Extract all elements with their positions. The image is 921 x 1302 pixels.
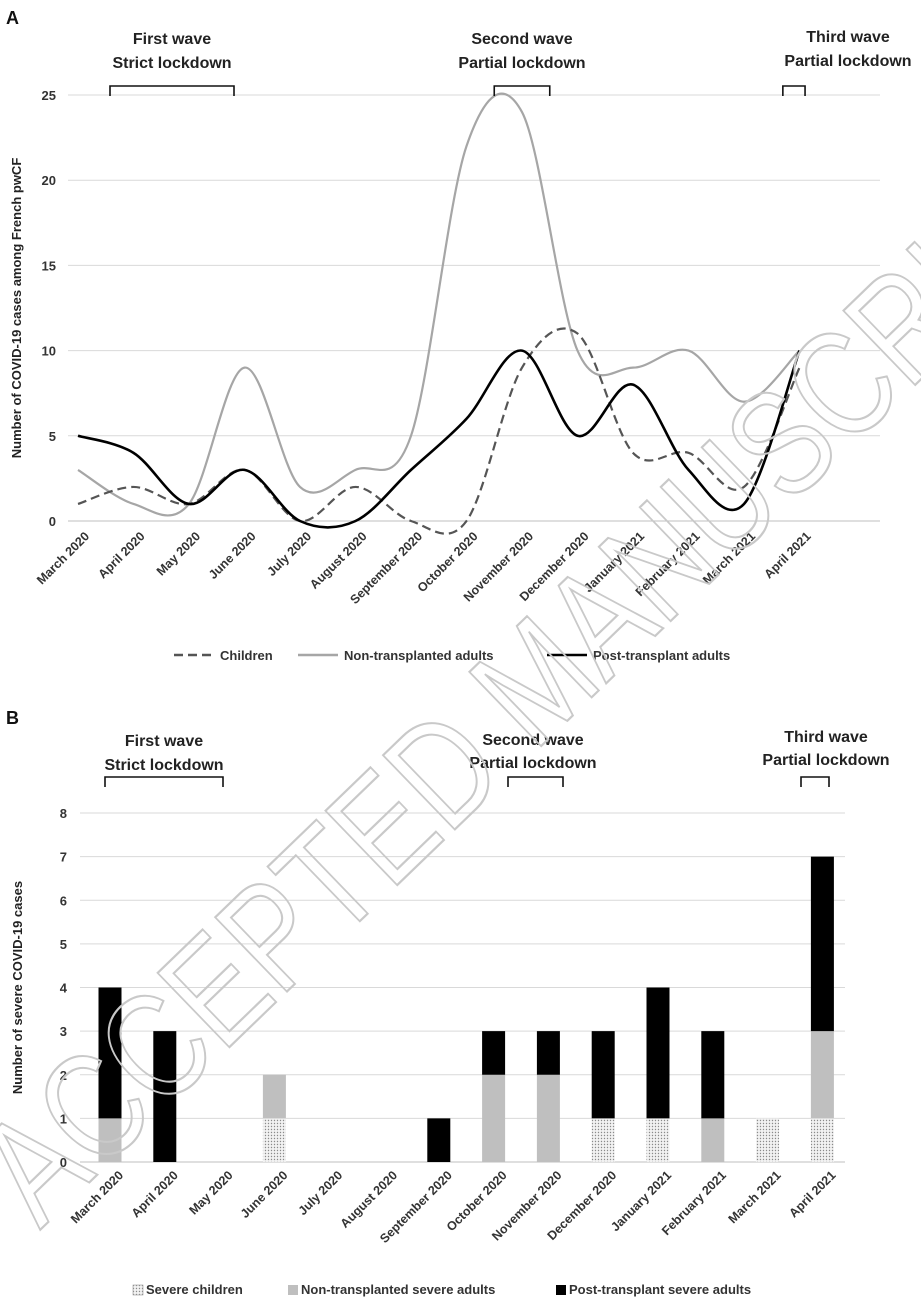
legend-label: Post-transplant adults (593, 648, 730, 663)
wave-title: Second wave (471, 31, 572, 48)
wave-subtitle: Strict lockdown (112, 55, 231, 72)
series-line-children (77, 327, 801, 535)
y-tick-label: 20 (42, 173, 56, 188)
wave-title: First wave (133, 31, 211, 48)
bar-segment (153, 1031, 177, 1162)
y-tick-label: 25 (42, 88, 56, 103)
wave-title: First wave (125, 733, 203, 750)
wave-bracket (800, 776, 830, 787)
bar-segment (810, 1031, 834, 1119)
bar-segment (482, 1031, 506, 1075)
x-tick-label: April 2020 (95, 529, 147, 581)
legend-label: Non-transplanted adults (344, 648, 494, 663)
y-tick-label: 6 (60, 893, 67, 908)
bar-segment (482, 1074, 506, 1162)
x-tick-label: May 2020 (187, 1168, 236, 1217)
y-tick-label: 4 (60, 981, 68, 996)
legend-label: Children (220, 648, 273, 663)
wave-title: Third wave (784, 729, 868, 746)
wave-subtitle: Partial lockdown (784, 53, 911, 70)
x-tick-label: July 2020 (264, 529, 314, 579)
bar-segment (536, 1031, 560, 1075)
x-tick-label: August 2020 (307, 529, 369, 591)
x-tick-label: May 2020 (154, 529, 203, 578)
y-tick-label: 7 (60, 850, 67, 865)
bar-segment (591, 1118, 615, 1162)
watermark: ACCEPTED MANUSCRIPT (0, 103, 921, 1254)
y-axis-label: Number of severe COVID-19 cases (10, 881, 25, 1094)
wave-bracket (507, 776, 564, 787)
wave-subtitle: Partial lockdown (469, 755, 596, 772)
y-tick-label: 15 (42, 258, 56, 273)
y-tick-label: 1 (60, 1111, 67, 1126)
wave-bracket (104, 776, 224, 787)
bar-segment (536, 1074, 560, 1162)
x-tick-label: July 2020 (296, 1168, 346, 1218)
bar-segment (646, 987, 670, 1119)
wave-subtitle: Partial lockdown (762, 752, 889, 769)
x-tick-label: June 2020 (206, 529, 259, 582)
legend-swatch (556, 1285, 566, 1295)
bar-segment (701, 1031, 725, 1119)
watermark-text: ACCEPTED MANUSCRIPT (0, 104, 921, 1253)
y-tick-label: 0 (49, 514, 56, 529)
legend-label: Non-transplanted severe adults (301, 1282, 495, 1297)
panel-b-label: B (6, 708, 19, 728)
y-tick-label: 8 (60, 806, 67, 821)
bar-segment (591, 1031, 615, 1119)
series-line-post-transplant-adults (77, 349, 801, 529)
wave-bracket (109, 85, 235, 96)
wave-subtitle: Strict lockdown (104, 757, 223, 774)
panel-a-label: A (6, 8, 19, 28)
wave-title: Second wave (482, 732, 583, 749)
x-tick-label: June 2020 (238, 1168, 291, 1221)
bar-segment (810, 1118, 834, 1162)
x-tick-label: March 2021 (726, 1168, 784, 1226)
wave-bracket (493, 85, 551, 96)
y-tick-label: 3 (60, 1024, 67, 1039)
bar-segment (98, 1118, 122, 1162)
y-tick-label: 5 (60, 937, 67, 952)
bar-segment (756, 1118, 780, 1162)
y-tick-label: 10 (42, 344, 56, 359)
x-tick-label: April 2021 (786, 1168, 838, 1220)
series-line-non-transplanted-adults (77, 92, 801, 517)
bar-segment (810, 856, 834, 1032)
bar-segment (427, 1118, 451, 1162)
legend-label: Severe children (146, 1282, 243, 1297)
legend-swatch (132, 1284, 144, 1296)
bar-segment (262, 1074, 286, 1119)
wave-title: Third wave (806, 29, 890, 46)
x-tick-label: March 2020 (34, 529, 92, 587)
y-tick-label: 2 (60, 1068, 67, 1083)
legend-swatch (288, 1285, 298, 1295)
bar-segment (262, 1118, 286, 1162)
bar-segment (98, 987, 122, 1119)
bar-segment (701, 1118, 725, 1162)
y-tick-label: 5 (49, 429, 56, 444)
wave-subtitle: Partial lockdown (458, 55, 585, 72)
bar-segment (646, 1118, 670, 1162)
y-axis-label: Number of COVID-19 cases among French pw… (9, 158, 24, 459)
wave-bracket (782, 85, 806, 96)
y-tick-label: 0 (60, 1155, 67, 1170)
legend-label: Post-transplant severe adults (569, 1282, 751, 1297)
